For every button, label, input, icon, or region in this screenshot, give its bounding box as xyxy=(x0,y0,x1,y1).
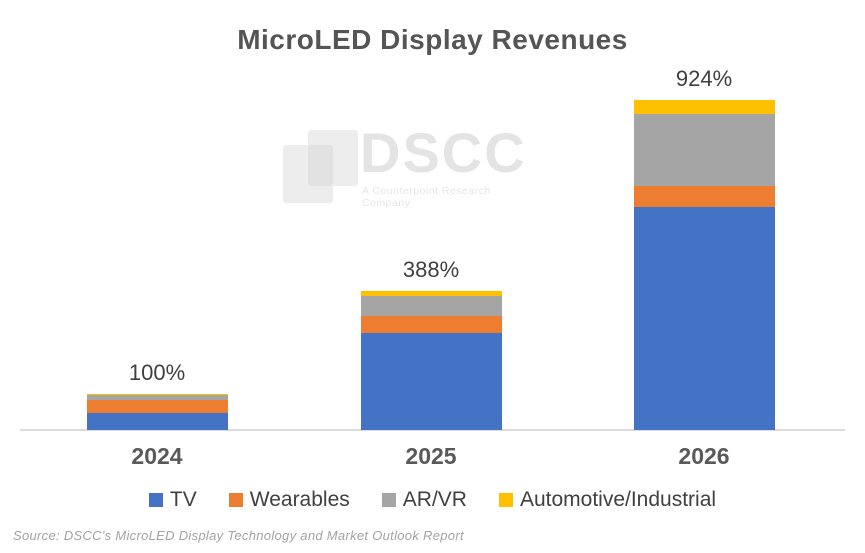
segment-tv-2026 xyxy=(633,206,775,430)
dscc-watermark-tagline: A Counterpoint Research Company xyxy=(362,185,491,209)
source-note: Source: DSCC's MicroLED Display Technolo… xyxy=(13,528,464,543)
stacked-bar-2026 xyxy=(633,100,775,430)
dscc-logo-overlap-icon xyxy=(308,145,333,186)
x-axis-line xyxy=(20,429,845,431)
legend-label: Automotive/Industrial xyxy=(519,488,717,511)
total-label-2024: 100% xyxy=(128,360,186,386)
segment-wearables-2026 xyxy=(633,185,775,207)
legend-item-tv: TV xyxy=(148,488,197,512)
segment-ar-vr-2025 xyxy=(360,296,502,317)
x-axis-label-2026: 2026 xyxy=(678,443,730,469)
legend-swatch-icon xyxy=(148,493,163,507)
x-axis-label-2025: 2025 xyxy=(405,443,457,469)
legend-label: AR/VR xyxy=(402,488,467,511)
dscc-logo-square-icon xyxy=(283,145,333,203)
legend-item-ar-vr: AR/VR xyxy=(381,488,467,512)
total-label-2026: 924% xyxy=(675,66,733,92)
stacked-bar-2024 xyxy=(86,394,228,430)
segment-ar-vr-2024 xyxy=(86,395,228,401)
dscc-watermark-text: DSCC xyxy=(360,121,527,184)
stacked-bar-2025 xyxy=(360,291,502,430)
segment-automotive-industrial-2025 xyxy=(360,291,502,297)
segment-ar-vr-2026 xyxy=(633,114,775,186)
segment-wearables-2025 xyxy=(360,316,502,334)
legend-swatch-icon xyxy=(381,493,396,507)
legend-label: TV xyxy=(169,488,197,511)
dscc-logo-square-icon xyxy=(308,130,358,186)
segment-wearables-2024 xyxy=(86,400,228,414)
segment-automotive-industrial-2026 xyxy=(633,100,775,115)
total-label-2025: 388% xyxy=(402,257,460,283)
x-axis-label-2024: 2024 xyxy=(131,443,183,469)
dscc-watermark: DSCC A Counterpoint Research Company xyxy=(280,121,540,210)
segment-tv-2025 xyxy=(360,333,502,430)
legend-swatch-icon xyxy=(498,493,513,507)
chart-title: MicroLED Display Revenues xyxy=(237,24,628,55)
legend: TV Wearables AR/VR Automotive/Industrial xyxy=(0,488,865,512)
legend-swatch-icon xyxy=(228,493,243,507)
legend-item-automotive-industrial: Automotive/Industrial xyxy=(498,488,717,512)
legend-label: Wearables xyxy=(249,488,350,511)
legend-item-wearables: Wearables xyxy=(228,488,350,512)
segment-automotive-industrial-2024 xyxy=(86,394,228,395)
segment-tv-2024 xyxy=(86,413,228,430)
